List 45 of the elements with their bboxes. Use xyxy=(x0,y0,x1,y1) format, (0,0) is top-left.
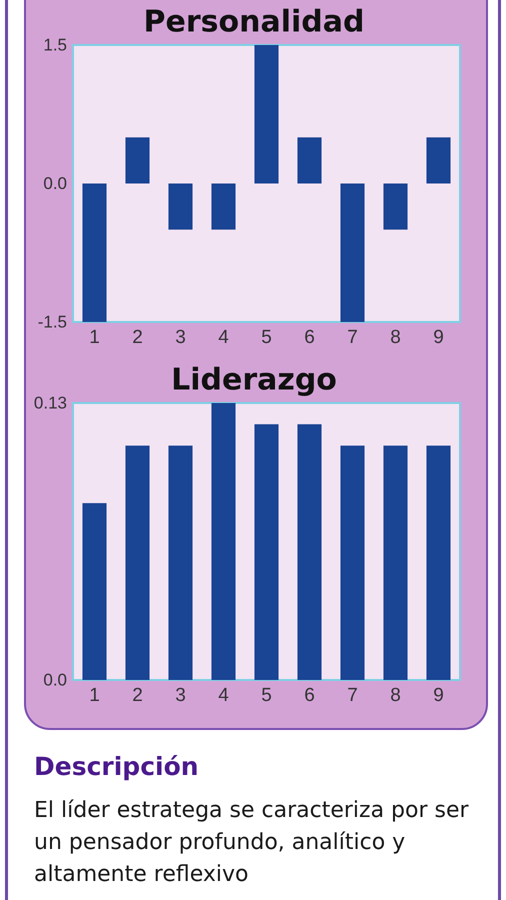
chart-title: Personalidad xyxy=(144,4,364,40)
x-tick-label: 5 xyxy=(261,327,272,348)
x-tick-label: 6 xyxy=(304,327,315,348)
bar xyxy=(383,446,408,680)
x-tick-label: 8 xyxy=(390,327,401,348)
y-tick-label: 0.0 xyxy=(43,670,67,690)
bar xyxy=(168,184,193,230)
x-tick-label: 3 xyxy=(175,685,186,706)
bar xyxy=(426,137,451,184)
bar xyxy=(82,503,107,680)
bar xyxy=(340,184,365,322)
x-tick-label: 9 xyxy=(433,327,444,348)
x-tick-label: 1 xyxy=(89,685,100,706)
y-tick-label: 0.0 xyxy=(43,174,67,193)
bar xyxy=(254,424,279,680)
x-tick-label: 6 xyxy=(304,685,315,706)
bar xyxy=(426,446,451,680)
bar xyxy=(383,184,408,230)
bar xyxy=(340,446,365,680)
text: Descripción xyxy=(34,752,200,781)
chart-title: Liderazgo xyxy=(171,362,337,398)
bar xyxy=(125,446,150,680)
bar xyxy=(297,137,322,184)
x-tick-label: 4 xyxy=(218,685,230,706)
x-tick-label: 7 xyxy=(347,327,358,348)
x-tick-label: 8 xyxy=(390,685,401,706)
bar xyxy=(297,424,322,680)
y-tick-label: 1.5 xyxy=(43,36,67,54)
bar xyxy=(82,184,107,322)
x-tick-label: 2 xyxy=(132,327,143,348)
x-tick-label: 4 xyxy=(218,327,230,348)
text: El líder estratega se caracteriza por ser un pensador profundo, analítico y altamente reflexivo xyxy=(34,797,470,889)
bar xyxy=(168,446,193,680)
x-tick-label: 5 xyxy=(261,685,272,706)
bar xyxy=(125,137,150,184)
bar xyxy=(254,45,279,184)
bar xyxy=(211,184,236,230)
x-tick-label: 9 xyxy=(433,685,444,706)
x-tick-label: 1 xyxy=(89,327,100,348)
y-tick-label: 0.13 xyxy=(34,394,67,412)
x-tick-label: 2 xyxy=(132,685,143,706)
x-tick-label: 3 xyxy=(175,327,186,348)
bar xyxy=(211,403,236,680)
x-tick-label: 7 xyxy=(347,685,358,706)
y-tick-label: -1.5 xyxy=(38,312,67,332)
